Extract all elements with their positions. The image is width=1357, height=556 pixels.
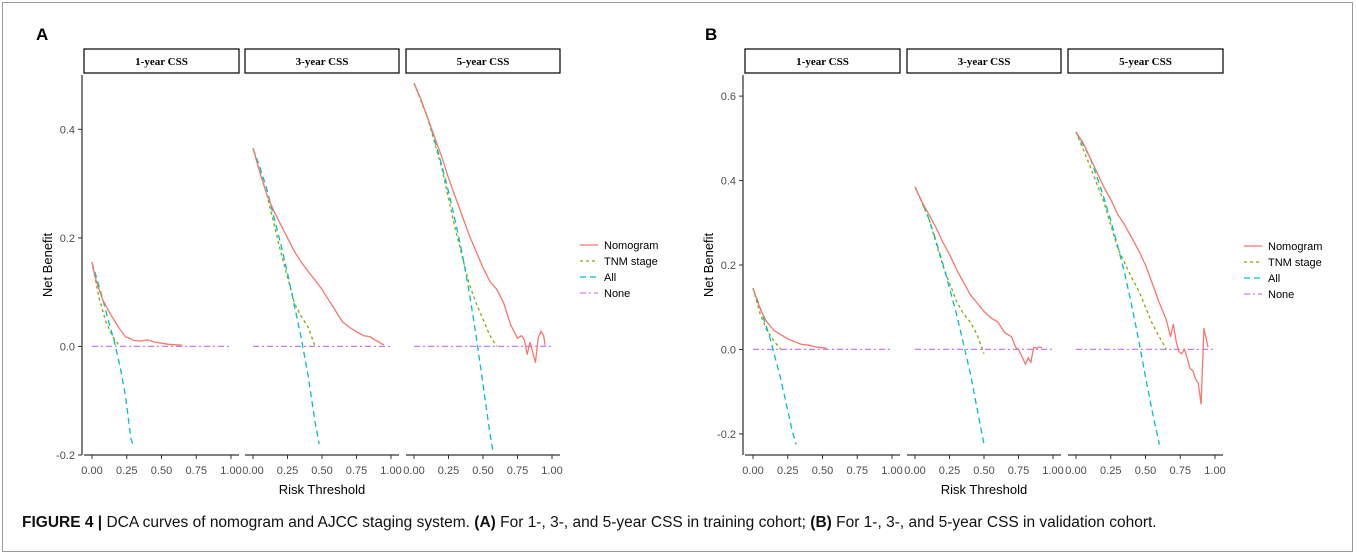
facet-1-year-css: 1-year CSS 0.00 0.25 0.50 0.75 1.00	[742, 48, 903, 477]
x-tick-label: 1.00	[881, 465, 902, 477]
facet-3-year-css: 3-year CSS 0.00 0.25 0.50 0.75 1.00	[904, 48, 1064, 477]
y-axis-title: Net Benefit	[701, 232, 716, 297]
facet-strip-label: 3-year CSS	[958, 56, 1011, 68]
x-tick-label: 0.25	[438, 465, 459, 477]
y-tick-label: 0.2	[721, 260, 736, 272]
x-tick-label: 0.25	[116, 465, 137, 477]
y-tick-label: 0.6	[721, 91, 736, 103]
x-tick-label: 0.00	[403, 465, 424, 477]
x-tick-label: 1.00	[1042, 465, 1063, 477]
legend: Nomogram TNM stage All None	[1244, 241, 1322, 301]
facet-3-year-css: 3-year CSS 0.00 0.25 0.50 0.75 1.00	[242, 48, 402, 477]
y-tick-label: 0.4	[60, 124, 75, 136]
facet-5-year-css: 5-year CSS 0.00 0.25 0.50 0.75 1.00	[403, 48, 563, 477]
x-axis-title: Risk Threshold	[941, 482, 1027, 497]
x-tick-label: 1.00	[541, 465, 562, 477]
panel-label: A	[36, 25, 48, 44]
dca-chart: A -0.2 0.0 0.2 0.4 Net Benefit 1-year CSS 0.00 0…	[36, 25, 1322, 497]
x-tick-label: 1.00	[220, 465, 241, 477]
x-tick-label: 0.75	[847, 465, 868, 477]
facet-strip	[906, 48, 1062, 74]
x-tick-label: 0.50	[1135, 465, 1156, 477]
legend-label: None	[1268, 289, 1294, 301]
facet-1-year-css: 1-year CSS 0.00 0.25 0.50 0.75 1.00	[81, 48, 242, 477]
caption-part: For 1-, 3-, and 5-year CSS in training c…	[495, 514, 811, 531]
facet-5-year-css: 5-year CSS 0.00 0.25 0.50 0.75 1.00	[1065, 48, 1226, 477]
series-line-nomogram	[1075, 131, 1209, 405]
x-tick-label: 0.00	[742, 465, 763, 477]
x-tick-label: 0.25	[939, 465, 960, 477]
x-tick-label: 0.00	[81, 465, 102, 477]
series-line-tnm-stage	[91, 262, 121, 347]
legend-label: All	[604, 272, 616, 284]
legend: Nomogram TNM stage All None	[580, 240, 658, 300]
facet-strip-label: 3-year CSS	[296, 56, 349, 68]
legend-label: All	[1268, 273, 1280, 285]
panel-b: B -0.2 0.0 0.2 0.4 0.6 Net Benefit 1-year CSS 0.…	[701, 25, 1322, 497]
series-line-nomogram	[752, 287, 827, 349]
x-tick-label: 0.50	[472, 465, 493, 477]
series-line-all	[91, 262, 135, 448]
series-line-all	[252, 148, 320, 445]
x-tick-label: 0.00	[904, 465, 925, 477]
facet-strip	[744, 48, 901, 74]
caption-label: FIGURE 4 |	[22, 514, 103, 531]
y-tick-label: -0.2	[56, 450, 75, 462]
facet-strip	[244, 48, 400, 74]
facet-strip	[405, 48, 561, 74]
x-tick-label: 0.50	[151, 465, 172, 477]
series-line-nomogram	[252, 148, 385, 346]
figure-caption: FIGURE 4 | DCA curves of nomogram and AJ…	[22, 514, 1342, 532]
x-tick-label: 0.75	[346, 465, 367, 477]
x-tick-label: 1.00	[1204, 465, 1225, 477]
legend-label: TNM stage	[604, 256, 658, 268]
legend-label: None	[604, 288, 630, 300]
x-tick-label: 0.75	[186, 465, 207, 477]
x-tick-label: 0.75	[1170, 465, 1191, 477]
legend-label: TNM stage	[1268, 257, 1322, 269]
series-line-nomogram	[91, 262, 183, 346]
x-tick-label: 0.25	[777, 465, 798, 477]
facet-strip-label: 5-year CSS	[457, 56, 510, 68]
x-tick-label: 0.00	[242, 465, 263, 477]
legend-label: Nomogram	[604, 240, 658, 252]
y-tick-label: 0.0	[60, 341, 75, 353]
facet-strip	[83, 48, 240, 74]
y-axis-title: Net Benefit	[40, 232, 55, 297]
y-tick-label: 0.0	[721, 344, 736, 356]
facet-strip-label: 1-year CSS	[135, 56, 188, 68]
facet-strip	[1067, 48, 1224, 74]
series-line-nomogram	[914, 186, 1043, 366]
series-line-all	[413, 82, 494, 450]
series-line-all	[1075, 131, 1161, 445]
series-line-nomogram	[413, 82, 546, 363]
y-tick-label: -0.2	[717, 429, 736, 441]
x-tick-label: 0.50	[973, 465, 994, 477]
x-tick-label: 1.00	[380, 465, 401, 477]
x-tick-label: 0.75	[507, 465, 528, 477]
x-tick-label: 0.50	[311, 465, 332, 477]
legend-label: Nomogram	[1268, 241, 1322, 253]
panel-a: A -0.2 0.0 0.2 0.4 Net Benefit 1-year CSS 0.00 0…	[36, 25, 658, 497]
x-axis-title: Risk Threshold	[279, 482, 365, 497]
x-tick-label: 0.75	[1008, 465, 1029, 477]
series-line-tnm-stage	[1075, 131, 1167, 350]
facet-strip-label: 1-year CSS	[796, 56, 849, 68]
panel-label: B	[705, 25, 717, 44]
caption-part: For 1-, 3-, and 5-year CSS in validation…	[831, 514, 1157, 531]
caption-part: (B)	[810, 514, 832, 531]
caption-part: DCA curves of nomogram and AJCC staging …	[102, 514, 475, 531]
x-tick-label: 0.25	[277, 465, 298, 477]
y-tick-label: 0.2	[60, 233, 75, 245]
caption-part: (A)	[474, 514, 496, 531]
y-tick-label: 0.4	[721, 176, 736, 188]
facet-strip-label: 5-year CSS	[1119, 56, 1172, 68]
x-tick-label: 0.00	[1065, 465, 1086, 477]
x-tick-label: 0.50	[812, 465, 833, 477]
x-tick-label: 0.25	[1100, 465, 1121, 477]
